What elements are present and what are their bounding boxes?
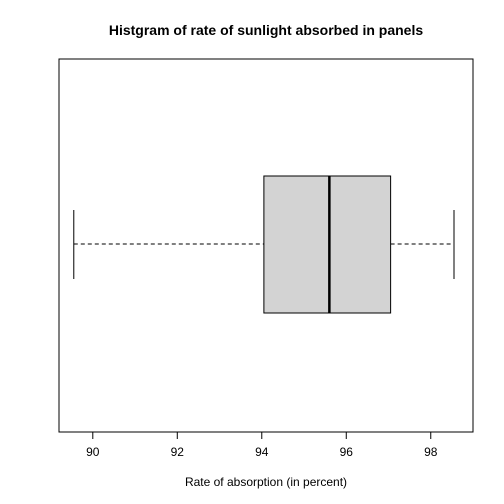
chart-title: Histgram of rate of sunlight absorbed in…	[109, 22, 423, 38]
iqr-box	[263, 175, 392, 314]
x-tick-label: 94	[255, 445, 269, 459]
x-tick-label: 92	[171, 445, 185, 459]
x-tick-label: 90	[86, 445, 100, 459]
boxplot-group	[73, 175, 455, 314]
x-tick-label: 98	[424, 445, 438, 459]
x-tick-label: 96	[340, 445, 354, 459]
x-axis-ticks: 90 92 94 96 98	[86, 432, 438, 459]
x-axis-label: Rate of absorption (in percent)	[185, 475, 347, 489]
